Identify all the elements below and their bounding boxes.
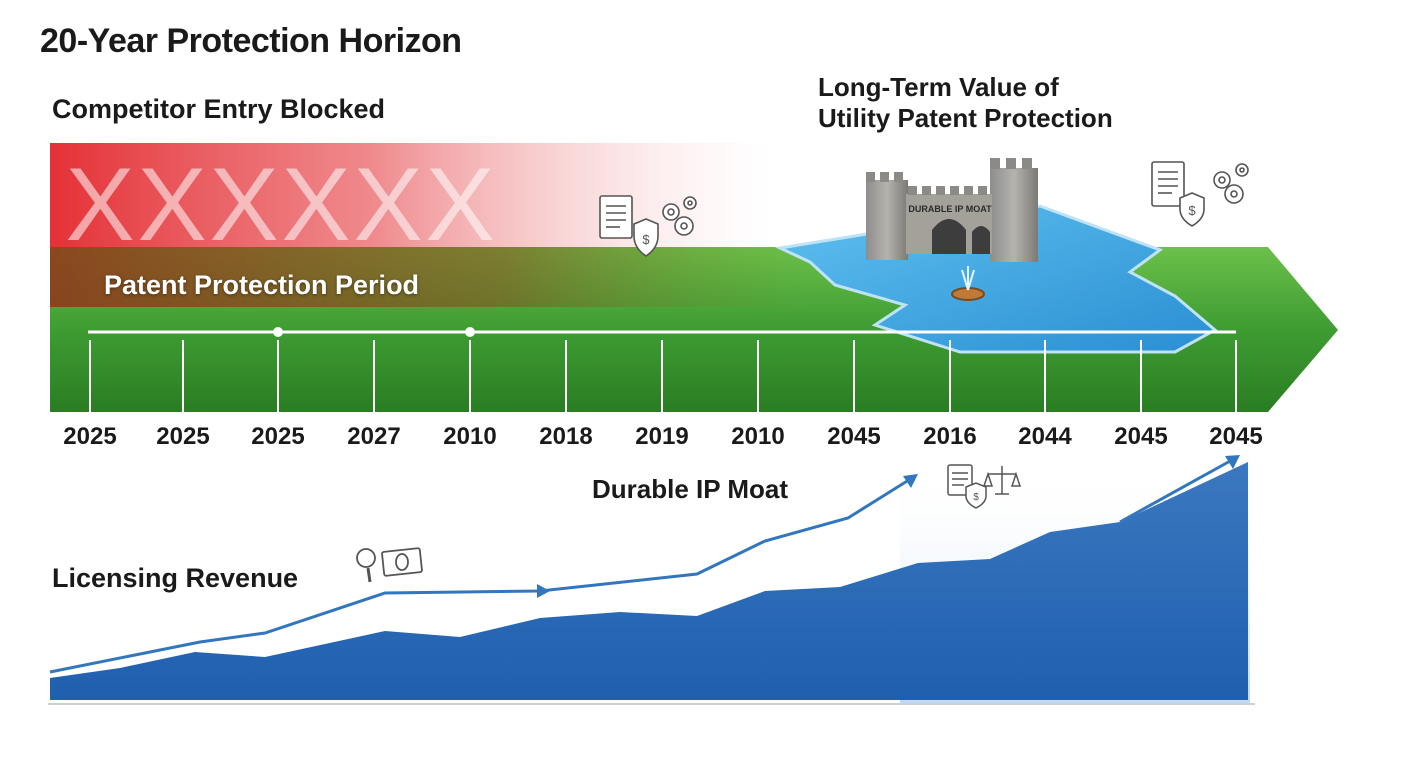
timeline-year-label: 2025 (156, 423, 210, 450)
trend-arrowhead (903, 474, 918, 488)
blocked-x-mark: X (209, 147, 278, 263)
timeline-year-label: 2045 (1114, 423, 1168, 450)
svg-text:$: $ (973, 492, 979, 503)
blocked-x-mark: X (281, 147, 350, 263)
licensing-revenue-label: Licensing Revenue (52, 563, 299, 593)
timeline-year-label: 2025 (251, 423, 305, 450)
competitor-entry-label: Competitor Entry Blocked (52, 94, 386, 124)
timeline-year-label: 2010 (443, 423, 497, 450)
blocked-x-mark: X (137, 147, 206, 263)
revenue-trend-line (1119, 458, 1233, 524)
castle-moat-icon (866, 158, 1038, 301)
timeline-year-label: 2019 (635, 423, 689, 450)
timeline-year-label: 2044 (1018, 423, 1072, 450)
timeline-year-label: 2010 (731, 423, 785, 450)
document-shield-coins-icon: $ (1151, 161, 1249, 227)
trend-arrowhead (1225, 455, 1240, 469)
svg-text:$: $ (1188, 203, 1196, 218)
long-term-value-line-1: Long-Term Value of (818, 72, 1059, 102)
protection-period-label: Patent Protection Period (104, 270, 420, 300)
blocked-x-mark: X (353, 147, 422, 263)
document-shield-coins-icon: $ (599, 195, 697, 257)
document-dollar-scales-icon: $ (947, 464, 1022, 509)
trend-arrowhead (537, 584, 550, 598)
page-title: 20-Year Protection Horizon (40, 22, 462, 60)
svg-text:$: $ (642, 232, 650, 247)
timeline-year-label: 2045 (1209, 423, 1263, 450)
durable-moat-label: Durable IP Moat (592, 474, 789, 504)
timeline-year-label: 2018 (539, 423, 593, 450)
timeline-ticks (89, 340, 1237, 412)
timeline-marker (273, 327, 283, 337)
protection-period-band (50, 247, 810, 307)
timeline-year-label: 2045 (827, 423, 881, 450)
timeline-year-label: 2027 (347, 423, 401, 450)
castle-sign: DURABLE IP MOAT (908, 204, 992, 214)
magnifier-money-icon (356, 547, 423, 583)
timeline-year-label: 2016 (923, 423, 977, 450)
timeline-year-label: 2025 (63, 423, 117, 450)
blocked-x-mark: X (425, 147, 494, 263)
long-term-value-title: Long-Term Value of Utility Patent Protec… (818, 72, 1113, 134)
licensing-revenue-area (50, 462, 1248, 700)
blocked-x-mark: X (65, 147, 134, 263)
licensing-revenue-line (49, 476, 913, 674)
timeline-marker (465, 327, 475, 337)
long-term-value-line-2: Utility Patent Protection (818, 103, 1113, 133)
